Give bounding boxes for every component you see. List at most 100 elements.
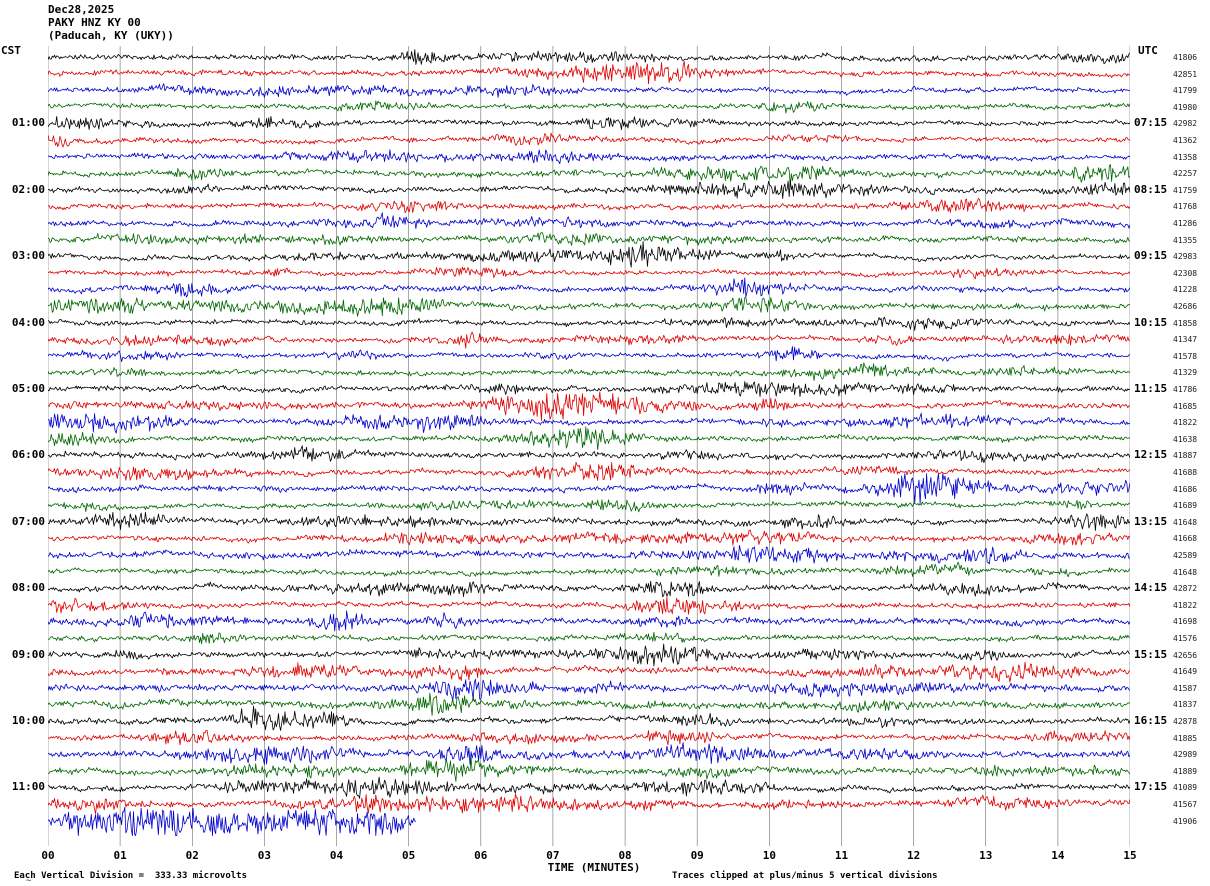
trace-row [48, 529, 1130, 546]
minute-tick-label: 12 [906, 849, 921, 862]
minute-tick-label: 13 [979, 849, 993, 862]
minute-tick-label: 08 [618, 849, 632, 862]
trace-row [48, 164, 1130, 187]
trace-row [48, 742, 1130, 765]
minute-tick-label: 15 [1123, 849, 1137, 862]
hour-label-left: 09:00 [11, 647, 45, 661]
minute-tick-label: 02 [185, 849, 199, 862]
amplitude-value: 41822 [1173, 418, 1198, 428]
amplitude-value: 41567 [1173, 800, 1198, 809]
trace-row [48, 412, 1130, 434]
trace-row [48, 241, 1130, 268]
trace-row [48, 277, 1130, 298]
hour-label-right: 08:15 [1134, 182, 1168, 196]
amplitude-value: 41362 [1173, 136, 1198, 145]
hour-label-left: 03:00 [11, 249, 45, 263]
trace-row [48, 473, 1130, 505]
amplitude-value: 41858 [1173, 318, 1198, 328]
seismogram-plot [48, 46, 1130, 846]
amplitude-value: 41228 [1173, 285, 1198, 295]
amplitude-value: 41685 [1173, 401, 1198, 411]
trace-row [48, 232, 1130, 246]
station-label: PAKY HNZ KY 00 [48, 16, 141, 29]
trace-row [48, 132, 1130, 148]
amplitude-value: 41698 [1173, 617, 1198, 627]
trace-row [48, 346, 1130, 363]
amplitude-value: 41358 [1173, 152, 1198, 162]
trace-row [48, 60, 1130, 85]
amplitude-value: 41906 [1173, 816, 1198, 826]
trace-row [48, 776, 1130, 799]
amplitude-value: 41806 [1173, 53, 1198, 62]
amplitude-value: 41887 [1173, 451, 1198, 461]
utc-timezone-label: UTC [1138, 44, 1158, 57]
trace-row [48, 297, 1130, 317]
amplitude-value: 41587 [1173, 683, 1198, 693]
hour-label-right: 15:15 [1134, 647, 1168, 661]
amplitude-value: 42851 [1173, 69, 1198, 79]
trace-row [48, 511, 1130, 531]
amplitude-value: 41576 [1173, 634, 1198, 643]
amplitude-value: 42656 [1173, 650, 1198, 660]
trace-row [48, 544, 1130, 565]
amplitude-value: 41648 [1173, 517, 1198, 527]
trace-row [48, 316, 1130, 331]
amplitude-value: 42257 [1173, 169, 1198, 179]
hour-label-right: 13:15 [1134, 514, 1168, 528]
amplitude-value: 41578 [1173, 351, 1198, 361]
trace-row [48, 610, 1130, 632]
trace-row [48, 83, 1130, 98]
trace-row [48, 561, 1130, 578]
trace-row [48, 115, 1130, 131]
trace-row [48, 49, 1130, 65]
location-label: (Paducah, KY (UKY)) [48, 29, 174, 42]
minute-tick-label: 06 [474, 849, 488, 862]
calibration-mark-icon: ∼ [26, 876, 32, 886]
hour-label-right: 14:15 [1134, 581, 1168, 595]
amplitude-value: 41799 [1173, 86, 1198, 96]
hour-label-left: 08:00 [11, 581, 45, 595]
date-label: Dec28,2025 [48, 3, 115, 16]
trace-row [48, 757, 1130, 782]
minute-tick-label: 07 [546, 849, 560, 862]
amplitude-value: 41347 [1173, 335, 1198, 345]
trace-row [48, 179, 1130, 200]
trace-row [48, 362, 1130, 381]
trace-row [48, 197, 1130, 214]
amplitude-value: 41980 [1173, 102, 1198, 112]
minute-gridlines [48, 46, 1130, 846]
hour-label-left: 05:00 [11, 382, 45, 395]
trace-row [48, 100, 1130, 114]
trace-row [48, 705, 1130, 731]
hour-label-left: 10:00 [11, 714, 45, 727]
trace-row [48, 266, 1130, 280]
hour-label-right: 09:15 [1134, 249, 1168, 263]
trace-row [48, 678, 1130, 701]
amplitude-value: 41355 [1173, 235, 1198, 245]
hour-label-left: 04:00 [11, 315, 45, 329]
trace-rows [48, 49, 1130, 836]
trace-row [48, 661, 1130, 683]
minute-tick-label: 10 [762, 849, 776, 862]
hour-label-left: 02:00 [11, 182, 45, 196]
amplitude-value: 41822 [1173, 600, 1198, 610]
hour-label-right: 11:15 [1134, 382, 1168, 395]
hour-label-left: 07:00 [11, 514, 45, 528]
hour-label-right: 10:15 [1134, 315, 1168, 329]
amplitude-value: 41648 [1173, 567, 1198, 577]
amplitude-value: 41689 [1173, 501, 1198, 511]
amplitude-value: 41837 [1173, 700, 1198, 710]
amplitude-value: 42872 [1173, 584, 1198, 594]
trace-row [48, 807, 417, 836]
minute-tick-label: 14 [1051, 849, 1065, 862]
amplitude-value: 41786 [1173, 385, 1198, 394]
amplitude-value: 42989 [1173, 750, 1198, 760]
amplitude-value: 42589 [1173, 551, 1198, 560]
amplitude-value: 41688 [1173, 468, 1198, 477]
x-axis-title: TIME (MINUTES) [547, 861, 641, 874]
minute-tick-label: 03 [257, 849, 272, 862]
trace-row [48, 793, 1130, 815]
trace-row [48, 692, 1130, 716]
amplitude-value: 41759 [1173, 185, 1198, 195]
minute-tick-label: 11 [834, 849, 849, 862]
